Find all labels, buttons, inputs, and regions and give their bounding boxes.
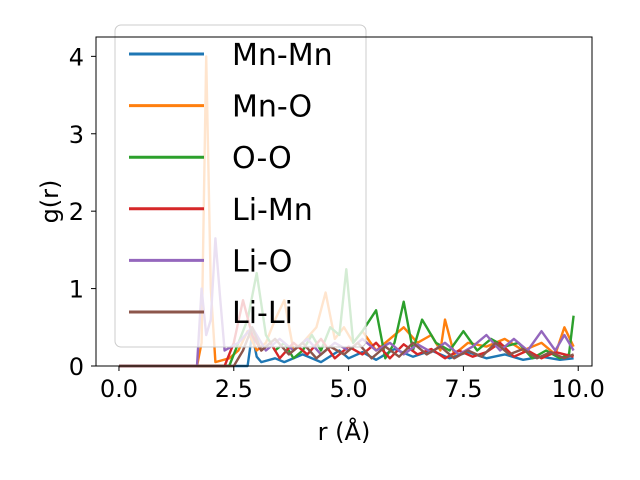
y-axis-ticks: 0 1 2 3 4 bbox=[69, 43, 96, 381]
legend-label: O-O bbox=[232, 141, 292, 176]
x-tick-label: 7.5 bbox=[444, 375, 482, 403]
y-tick-label: 2 bbox=[69, 198, 84, 226]
y-tick-label: 0 bbox=[69, 353, 84, 381]
x-axis-ticks: 0.0 2.5 5.0 7.5 10.0 bbox=[100, 366, 605, 403]
legend: Mn-Mn Mn-O O-O Li-Mn Li-O Li-Li bbox=[114, 24, 367, 348]
legend-label: Li-Mn bbox=[232, 193, 313, 228]
x-tick-label: 10.0 bbox=[552, 375, 605, 403]
y-axis-label: g(r) bbox=[36, 180, 64, 224]
x-tick-label: 5.0 bbox=[330, 375, 368, 403]
legend-label: Li-O bbox=[232, 244, 292, 279]
y-tick-label: 1 bbox=[69, 276, 84, 304]
x-axis-label: r (Å) bbox=[318, 417, 371, 446]
y-tick-label: 3 bbox=[69, 121, 84, 149]
y-tick-label: 4 bbox=[69, 43, 84, 71]
legend-label: Mn-Mn bbox=[232, 38, 333, 73]
x-tick-label: 0.0 bbox=[100, 375, 138, 403]
legend-label: Mn-O bbox=[232, 90, 312, 125]
x-tick-label: 2.5 bbox=[215, 375, 253, 403]
legend-label: Li-Li bbox=[232, 296, 293, 331]
axes-frame bbox=[95, 36, 593, 367]
series-line-mn-mn bbox=[119, 332, 574, 368]
